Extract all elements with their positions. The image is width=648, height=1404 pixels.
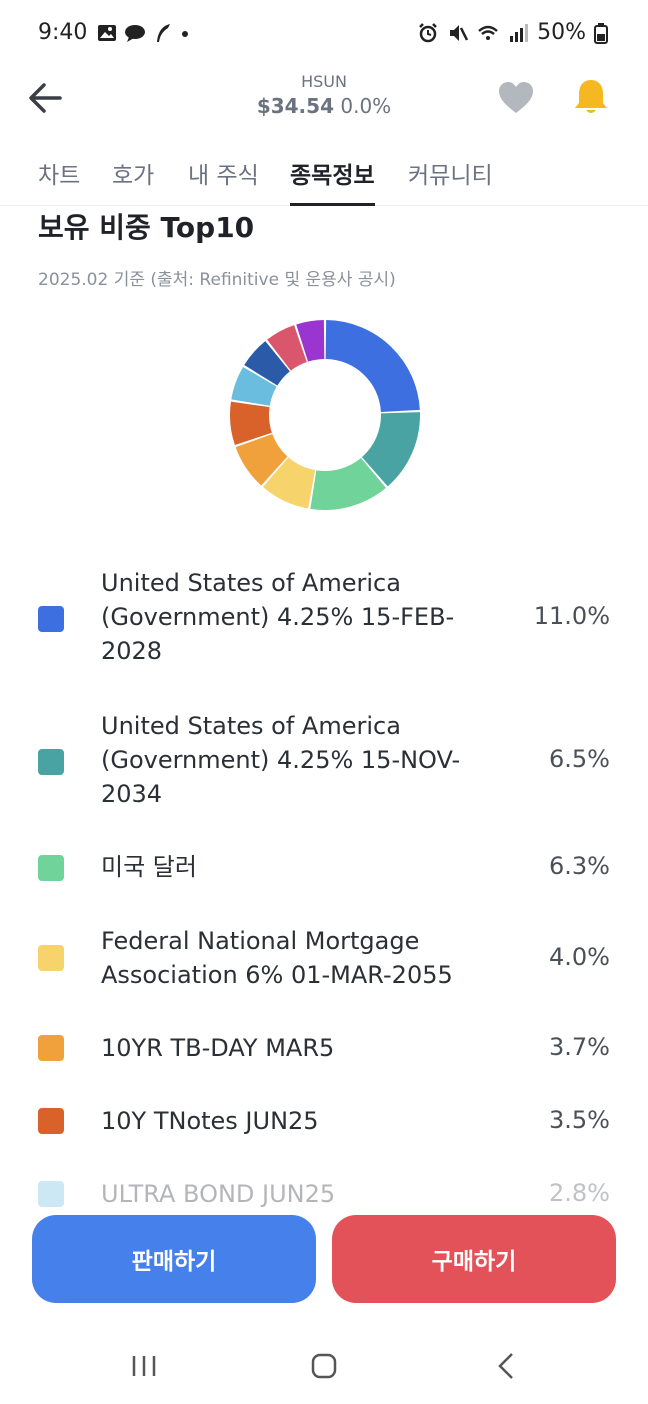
holding-name: United States of America (Government) 4.… <box>101 569 455 665</box>
price-change: 0.0% <box>340 94 392 118</box>
tab-bar: 차트 호가 내 주식 종목정보 커뮤니티 <box>0 150 648 206</box>
holding-percent: 6.5% <box>549 745 610 773</box>
gallery-icon <box>98 25 116 41</box>
holding-row[interactable]: Federal National Mortgage Association 6%… <box>0 924 648 994</box>
holding-row[interactable]: United States of America (Government) 4.… <box>0 566 648 670</box>
feather-icon <box>157 24 170 42</box>
holding-row[interactable]: ULTRA BOND JUN25 2.8% <box>0 1177 648 1213</box>
holdings-donut-chart <box>230 320 420 510</box>
home-icon[interactable] <box>304 1348 344 1384</box>
battery-percent: 50% <box>537 20 586 45</box>
battery-icon <box>594 22 608 44</box>
legend-swatch <box>38 945 64 971</box>
donut-slice <box>263 457 316 509</box>
holding-percent: 2.8% <box>549 1179 610 1207</box>
holding-percent: 3.7% <box>549 1033 610 1061</box>
wifi-icon <box>478 25 498 40</box>
legend-swatch <box>38 606 64 632</box>
holding-name: Federal National Mortgage Association 6%… <box>101 927 453 989</box>
donut-slice <box>244 341 290 386</box>
donut-slice <box>310 457 386 510</box>
legend-swatch <box>38 1035 64 1061</box>
section-title: 보유 비중 Top10 <box>38 211 255 244</box>
holding-percent: 6.3% <box>549 852 610 880</box>
bell-icon[interactable] <box>570 76 612 118</box>
tab-my-stock[interactable]: 내 주식 <box>188 163 259 189</box>
status-bar: 9:40 50% <box>0 0 648 70</box>
holding-row[interactable]: 미국 달러 6.3% <box>0 850 648 886</box>
donut-slice <box>361 412 420 487</box>
signal-icon <box>510 23 529 42</box>
mute-icon <box>450 24 469 41</box>
tab-chart[interactable]: 차트 <box>38 163 81 189</box>
legend-swatch <box>38 1181 64 1207</box>
holding-percent: 11.0% <box>533 602 610 630</box>
holding-percent: 3.5% <box>549 1106 610 1134</box>
tab-stock-info[interactable]: 종목정보 <box>290 156 375 206</box>
holding-name: 미국 달러 <box>101 853 197 881</box>
holding-row[interactable]: United States of America (Government) 4.… <box>0 709 648 813</box>
holding-name: 10Y TNotes JUN25 <box>101 1107 319 1135</box>
ticker-symbol: HSUN <box>301 72 347 91</box>
donut-slice <box>325 320 420 412</box>
legend-swatch <box>38 749 64 775</box>
holding-name: United States of America (Government) 4.… <box>101 712 461 808</box>
holding-name: ULTRA BOND JUN25 <box>101 1180 336 1208</box>
tab-orderbook[interactable]: 호가 <box>112 163 155 189</box>
system-back-icon[interactable] <box>486 1348 526 1384</box>
holding-row[interactable]: 10Y TNotes JUN25 3.5% <box>0 1104 648 1140</box>
app-header: HSUN $34.54 0.0% <box>0 66 648 130</box>
donut-slice <box>296 320 325 362</box>
legend-swatch <box>38 855 64 881</box>
holding-percent: 4.0% <box>549 943 610 971</box>
heart-icon[interactable] <box>496 78 536 118</box>
holding-row[interactable]: 10YR TB-DAY MAR5 3.7% <box>0 1031 648 1067</box>
recent-apps-icon[interactable] <box>124 1348 164 1384</box>
buy-button[interactable]: 구매하기 <box>332 1215 616 1303</box>
donut-slice <box>235 433 288 486</box>
section-subtitle: 2025.02 기준 (출처: Refinitive 및 운용사 공시) <box>38 270 396 290</box>
tab-community[interactable]: 커뮤니티 <box>408 163 493 189</box>
alarm-icon <box>419 22 437 42</box>
donut-slice <box>230 401 272 446</box>
stock-price: $34.54 <box>256 94 334 118</box>
dot-icon <box>182 31 188 37</box>
donut-slice <box>267 325 307 371</box>
holding-name: 10YR TB-DAY MAR5 <box>101 1034 335 1062</box>
donut-slice <box>231 366 277 406</box>
back-arrow-icon[interactable] <box>26 80 66 116</box>
chat-bubble-icon <box>125 25 145 42</box>
legend-swatch <box>38 1108 64 1134</box>
system-nav-bar <box>0 1330 648 1404</box>
status-time: 9:40 <box>38 20 88 45</box>
price-line: $34.54 0.0% <box>0 94 648 118</box>
sell-button[interactable]: 판매하기 <box>32 1215 316 1303</box>
